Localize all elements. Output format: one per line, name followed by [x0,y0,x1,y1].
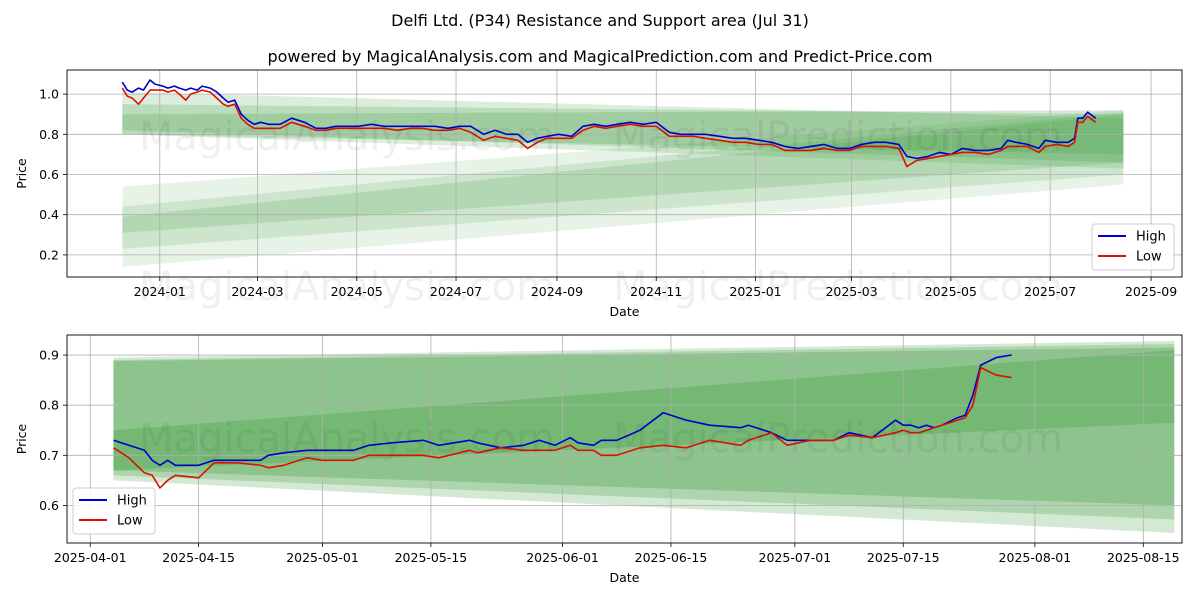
legend-label: Low [1136,250,1162,265]
support-resistance-bands [113,341,1175,533]
legend-label: High [1136,230,1166,245]
x-tick-label: 2025-06-01 [526,550,599,565]
x-tick-label: 2025-04-15 [162,550,235,565]
series-lines [113,354,1012,489]
chart-legend: High Low [72,487,156,535]
x-tick-label: 2024-07 [430,284,482,299]
x-tick-label: 2024-09 [531,284,583,299]
x-tick-label: 2025-06-15 [635,550,708,565]
x-tick-label: 2025-04-01 [54,550,127,565]
x-tick-label: 2024-05 [331,284,383,299]
series-lines [121,79,1097,168]
band-0 [113,341,1175,533]
x-tick-label: 2025-07-01 [759,550,832,565]
y-tick-label: 0.7 [39,448,59,463]
band-2 [122,110,1124,155]
chart-legend: High Low [1091,223,1175,271]
watermark-text: MagicalPrediction.com [613,114,1063,160]
y-tick-label: 0.2 [39,247,59,262]
watermark-text: MagicalAnalysis.com [139,416,555,462]
axes-frame [66,334,1183,544]
chart-title: Delfi Ltd. (P34) Resistance and Support … [391,11,809,30]
x-tick-label: 2025-05 [925,284,977,299]
legend-label: Low [117,514,143,529]
plot-area [67,70,1182,277]
x-tick-label: 2025-07-15 [867,550,940,565]
legend-label: High [117,494,147,509]
x-tick-label: 2024-03 [231,284,283,299]
y-axis-title: Price [14,158,29,189]
x-tick-label: 2025-08-15 [1107,550,1180,565]
x-tick-label: 2025-03 [825,284,877,299]
y-tick-label: 0.8 [39,127,59,142]
watermark-text: MagicalPrediction.com [613,264,1063,310]
bottom-chart-panel: 2025-04-01 2025-04-15 2025-05-01 2025-05-15… [14,334,1183,585]
x-tick-label: 2025-05-01 [286,550,359,565]
y-axis-title: Price [14,423,29,454]
band-3 [113,350,1175,471]
band-5 [122,114,1124,233]
series-line-high [113,354,1012,467]
x-tick-label: 2025-05-15 [395,550,468,565]
y-tick-label: 1.0 [39,87,59,102]
top-chart-panel: 2024-01 2024-03 2024-05 2024-07 2024-09 2024-… [14,69,1183,319]
band-0 [122,92,1124,169]
x-tick-label: 2025-09 [1125,284,1177,299]
series-line-low [121,87,1097,168]
x-tick-label: 2025-08-01 [999,550,1072,565]
y-tick-label: 0.6 [39,167,59,182]
axes-frame [66,69,1183,278]
watermark-text: MagicalAnalysis.com [139,114,555,160]
y-tick-label: 0.8 [39,398,59,413]
x-axis-title: Date [610,304,640,319]
band-1 [122,104,1124,163]
band-3 [122,110,1124,267]
x-tick-label: 2025-07 [1024,284,1076,299]
y-tick-label: 0.9 [39,348,59,363]
y-tick-label: 0.6 [39,498,59,513]
watermark-text: MagicalAnalysis.com [139,264,555,310]
y-tick-label: 0.4 [39,207,59,222]
plot-area [67,335,1182,543]
chart-subtitle: powered by MagicalAnalysis.com and Magic… [267,47,932,66]
x-tick-label: 2025-01 [729,284,781,299]
series-line-low [113,366,1012,489]
x-tick-label: 2024-11 [630,284,682,299]
x-tick-label: 2024-01 [134,284,186,299]
band-1 [113,344,1175,520]
watermark-text: MagicalPrediction.com [613,416,1063,462]
x-axis-title: Date [610,570,640,585]
